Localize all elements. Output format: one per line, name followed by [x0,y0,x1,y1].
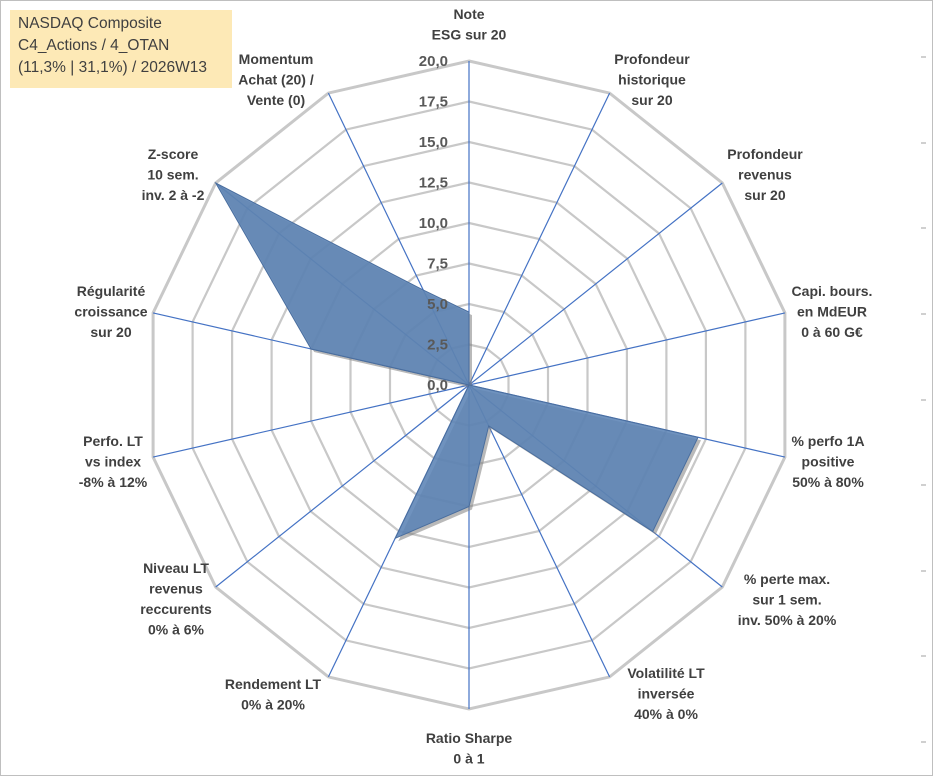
tick-label-2: 5,0 [427,296,448,313]
radar-tick-labels: 0,0 2,5 5,0 7,5 10,0 12,5 15,0 17,5 20,0 [419,53,448,394]
axis-spoke-9 [215,384,470,588]
axis-spoke-3 [468,312,786,386]
axis-label-5: % perte max. sur 1 sem. inv. 50% à 20% [738,571,837,628]
title-line-1: NASDAQ Composite [18,15,162,32]
radar-axis-labels: Note ESG sur 20 Profondeur historique sur 20… [74,6,872,767]
axis-label-13: Momentum Achat (20) / Vente (0) [238,51,314,108]
axis-label-10: Perfo. LT vs index -8% à 12% [79,433,148,490]
title-line-2: C4_Actions / 4_OTAN [18,37,170,54]
tick-label-0: 0,0 [427,377,448,394]
tick-label-7: 17,5 [419,94,448,111]
chart-title-box: NASDAQ Composite C4_Actions / 4_OTAN (11… [10,10,232,88]
tick-label-3: 7,5 [427,256,448,273]
tick-label-8: 20,0 [419,53,448,70]
axis-label-7: Ratio Sharpe 0 à 1 [426,730,513,767]
axis-label-4: % perfo 1A positive 50% à 80% [791,433,864,490]
series-area [214,181,699,540]
axis-spoke-1 [468,92,611,386]
title-line-3: (11,3% | 31,1%) / 2026W13 [18,59,207,76]
axis-label-1: Profondeur historique sur 20 [614,51,690,108]
axis-spoke-2 [468,182,723,386]
axis-label-2: Profondeur revenus sur 20 [727,146,803,203]
axis-label-11: Régularité croissance sur 20 [74,283,147,340]
axis-label-8: Rendement LT 0% à 20% [225,676,322,713]
axis-label-3: Capi. bours. en MdEUR 0 à 60 G€ [792,283,873,340]
axis-label-9: Niveau LT revenus reccurents 0% à 6% [140,560,212,638]
tick-label-1: 2,5 [427,337,448,354]
tick-label-6: 15,0 [419,134,448,151]
axis-spoke-6 [468,384,611,678]
radar-series [214,181,701,542]
axis-label-12: Z-score 10 sem. inv. 2 à -2 [142,146,205,203]
tick-label-5: 12,5 [419,175,448,192]
axis-label-6: Volatilité LT inversée 40% à 0% [627,665,705,722]
tick-label-4: 10,0 [419,215,448,232]
axis-spoke-10 [152,384,470,458]
axis-label-0: Note ESG sur 20 [432,6,507,43]
